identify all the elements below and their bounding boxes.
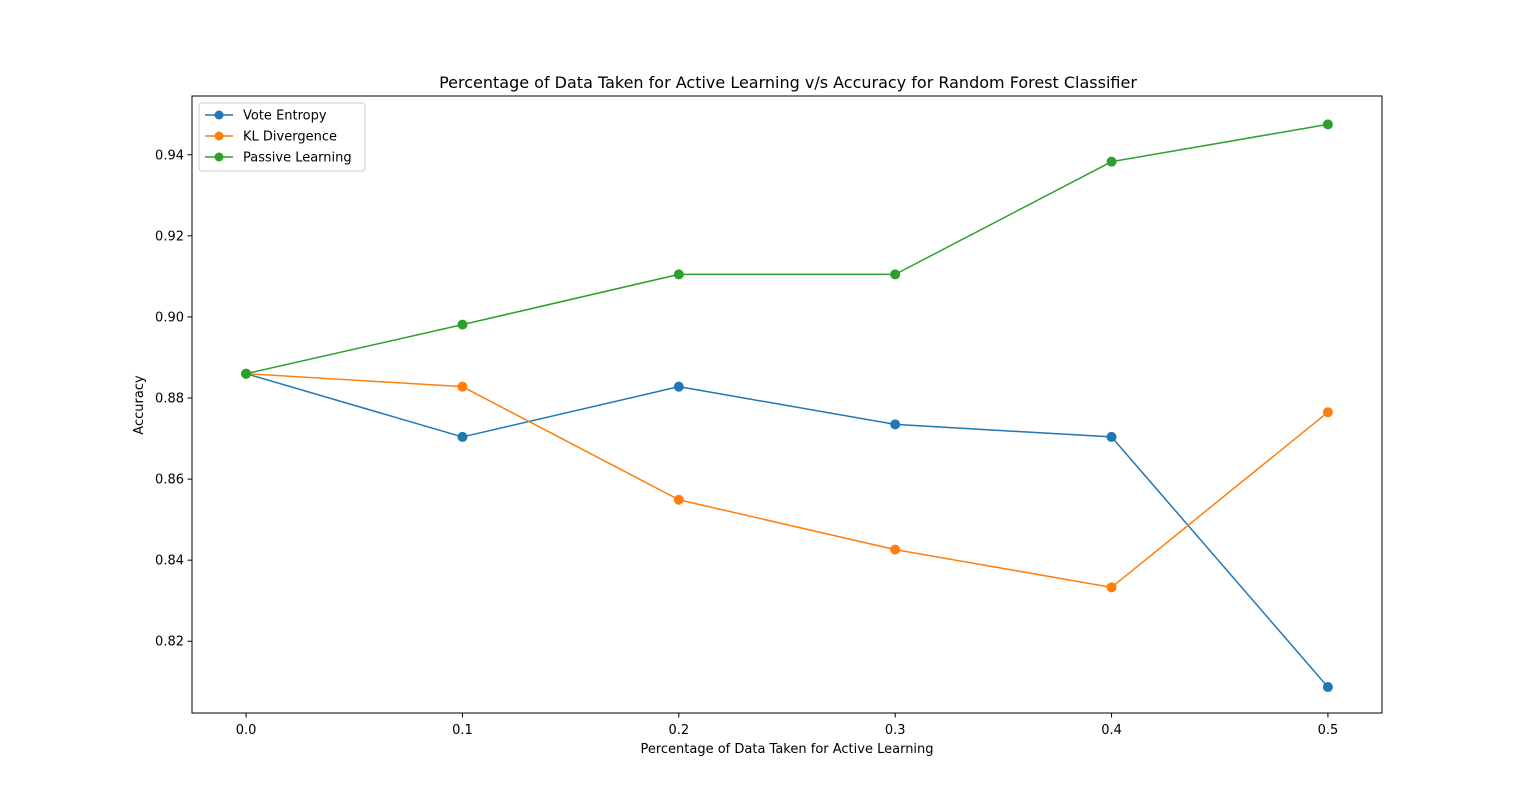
- legend-item-vote-entropy: Vote Entropy: [205, 109, 327, 124]
- x-axis: 0.0 0.1 0.2 0.3 0.4 0.5: [236, 713, 1339, 738]
- y-tick-label: 0.84: [155, 554, 184, 569]
- data-point-passive-learning: [241, 368, 252, 379]
- legend-marker: [214, 152, 224, 162]
- data-point-passive-learning: [1106, 156, 1117, 167]
- data-point-kl-divergence: [890, 544, 901, 555]
- chart-title: Percentage of Data Taken for Active Lear…: [439, 73, 1137, 92]
- data-point-kl-divergence: [673, 494, 684, 505]
- plot-frame: [191, 95, 1383, 714]
- legend-box: [198, 102, 366, 172]
- y-tick-label: 0.88: [155, 392, 184, 407]
- data-point-passive-learning: [1322, 119, 1333, 130]
- y-tick-label: 0.86: [155, 473, 184, 488]
- legend-marker: [214, 131, 224, 141]
- data-point-kl-divergence: [457, 381, 468, 392]
- x-tick-label: 0.3: [885, 723, 906, 738]
- legend-item-passive-learning: Passive Learning: [205, 151, 352, 166]
- y-axis-label: Accuracy: [132, 375, 147, 435]
- data-point-kl-divergence: [1322, 407, 1333, 418]
- legend-label: KL Divergence: [243, 130, 337, 145]
- data-point-kl-divergence: [1106, 582, 1117, 593]
- x-tick-label: 0.4: [1101, 723, 1122, 738]
- legend-marker: [214, 110, 224, 120]
- x-tick-label: 0.0: [236, 723, 257, 738]
- data-point-vote-entropy: [1322, 682, 1333, 693]
- data-point-vote-entropy: [890, 419, 901, 430]
- series-layer: [241, 119, 1333, 693]
- data-point-vote-entropy: [673, 381, 684, 392]
- series-line-passive-learning: [245, 123, 1329, 375]
- series-line-vote-entropy: [245, 372, 1329, 688]
- plot-area: [192, 96, 1382, 713]
- y-tick-label: 0.82: [155, 635, 184, 650]
- legend-item-kl-divergence: KL Divergence: [205, 130, 337, 145]
- series-passive-learning: [241, 119, 1333, 379]
- y-tick-label: 0.94: [155, 148, 184, 163]
- x-tick-label: 0.5: [1318, 723, 1339, 738]
- x-tick-label: 0.2: [668, 723, 689, 738]
- legend: Vote Entropy KL Divergence Passive Learnin…: [198, 102, 366, 172]
- y-tick-label: 0.90: [155, 310, 184, 325]
- x-tick-label: 0.1: [452, 723, 473, 738]
- data-point-passive-learning: [890, 269, 901, 280]
- y-tick-label: 0.92: [155, 229, 184, 244]
- data-point-vote-entropy: [457, 431, 468, 442]
- x-axis-label: Percentage of Data Taken for Active Lear…: [640, 742, 933, 757]
- series-line-kl-divergence: [246, 372, 1329, 589]
- legend-label: Passive Learning: [243, 151, 352, 166]
- data-point-passive-learning: [457, 319, 468, 330]
- data-point-vote-entropy: [1106, 431, 1117, 442]
- legend-label: Vote Entropy: [243, 109, 327, 124]
- data-point-passive-learning: [673, 269, 684, 280]
- y-axis: 0.82 0.84 0.86 0.88 0.90 0.92 0.94: [155, 148, 192, 650]
